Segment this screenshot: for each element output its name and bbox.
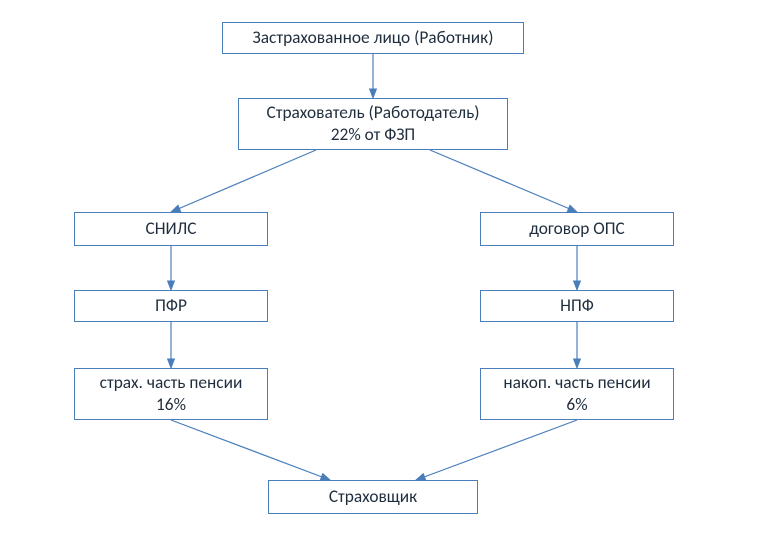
- node-text-line: страх. часть пенсии: [100, 372, 243, 394]
- node-text-line: НПФ: [560, 295, 594, 317]
- node-accumulation-part: накоп. часть пенсии6%: [480, 368, 674, 420]
- node-text-line: Страховщик: [329, 486, 417, 508]
- flow-arrow: [171, 150, 316, 212]
- flow-arrow: [430, 150, 577, 212]
- flowchart-arrows: [0, 0, 780, 549]
- node-text-line: 22% от ФЗП: [331, 124, 415, 146]
- flow-arrow: [416, 420, 577, 480]
- node-text-line: 16%: [156, 394, 186, 416]
- node-employer: Страхователь (Работодатель)22% от ФЗП: [238, 98, 508, 150]
- flow-arrow: [171, 420, 330, 480]
- node-insurer: Страховщик: [268, 480, 478, 514]
- node-snils: СНИЛС: [74, 212, 268, 246]
- node-text-line: договор ОПС: [529, 218, 625, 240]
- node-text-line: Страхователь (Работодатель): [267, 102, 480, 124]
- node-text-line: накоп. часть пенсии: [503, 372, 650, 394]
- node-text-line: Застрахованное лицо (Работник): [253, 27, 494, 49]
- node-pfr: ПФР: [74, 290, 268, 322]
- node-npf: НПФ: [480, 290, 674, 322]
- node-insurance-part: страх. часть пенсии16%: [74, 368, 268, 420]
- node-insured: Застрахованное лицо (Работник): [222, 22, 524, 54]
- node-ops-contract: договор ОПС: [480, 212, 674, 246]
- node-text-line: СНИЛС: [146, 218, 197, 240]
- node-text-line: ПФР: [155, 295, 187, 317]
- node-text-line: 6%: [566, 394, 587, 416]
